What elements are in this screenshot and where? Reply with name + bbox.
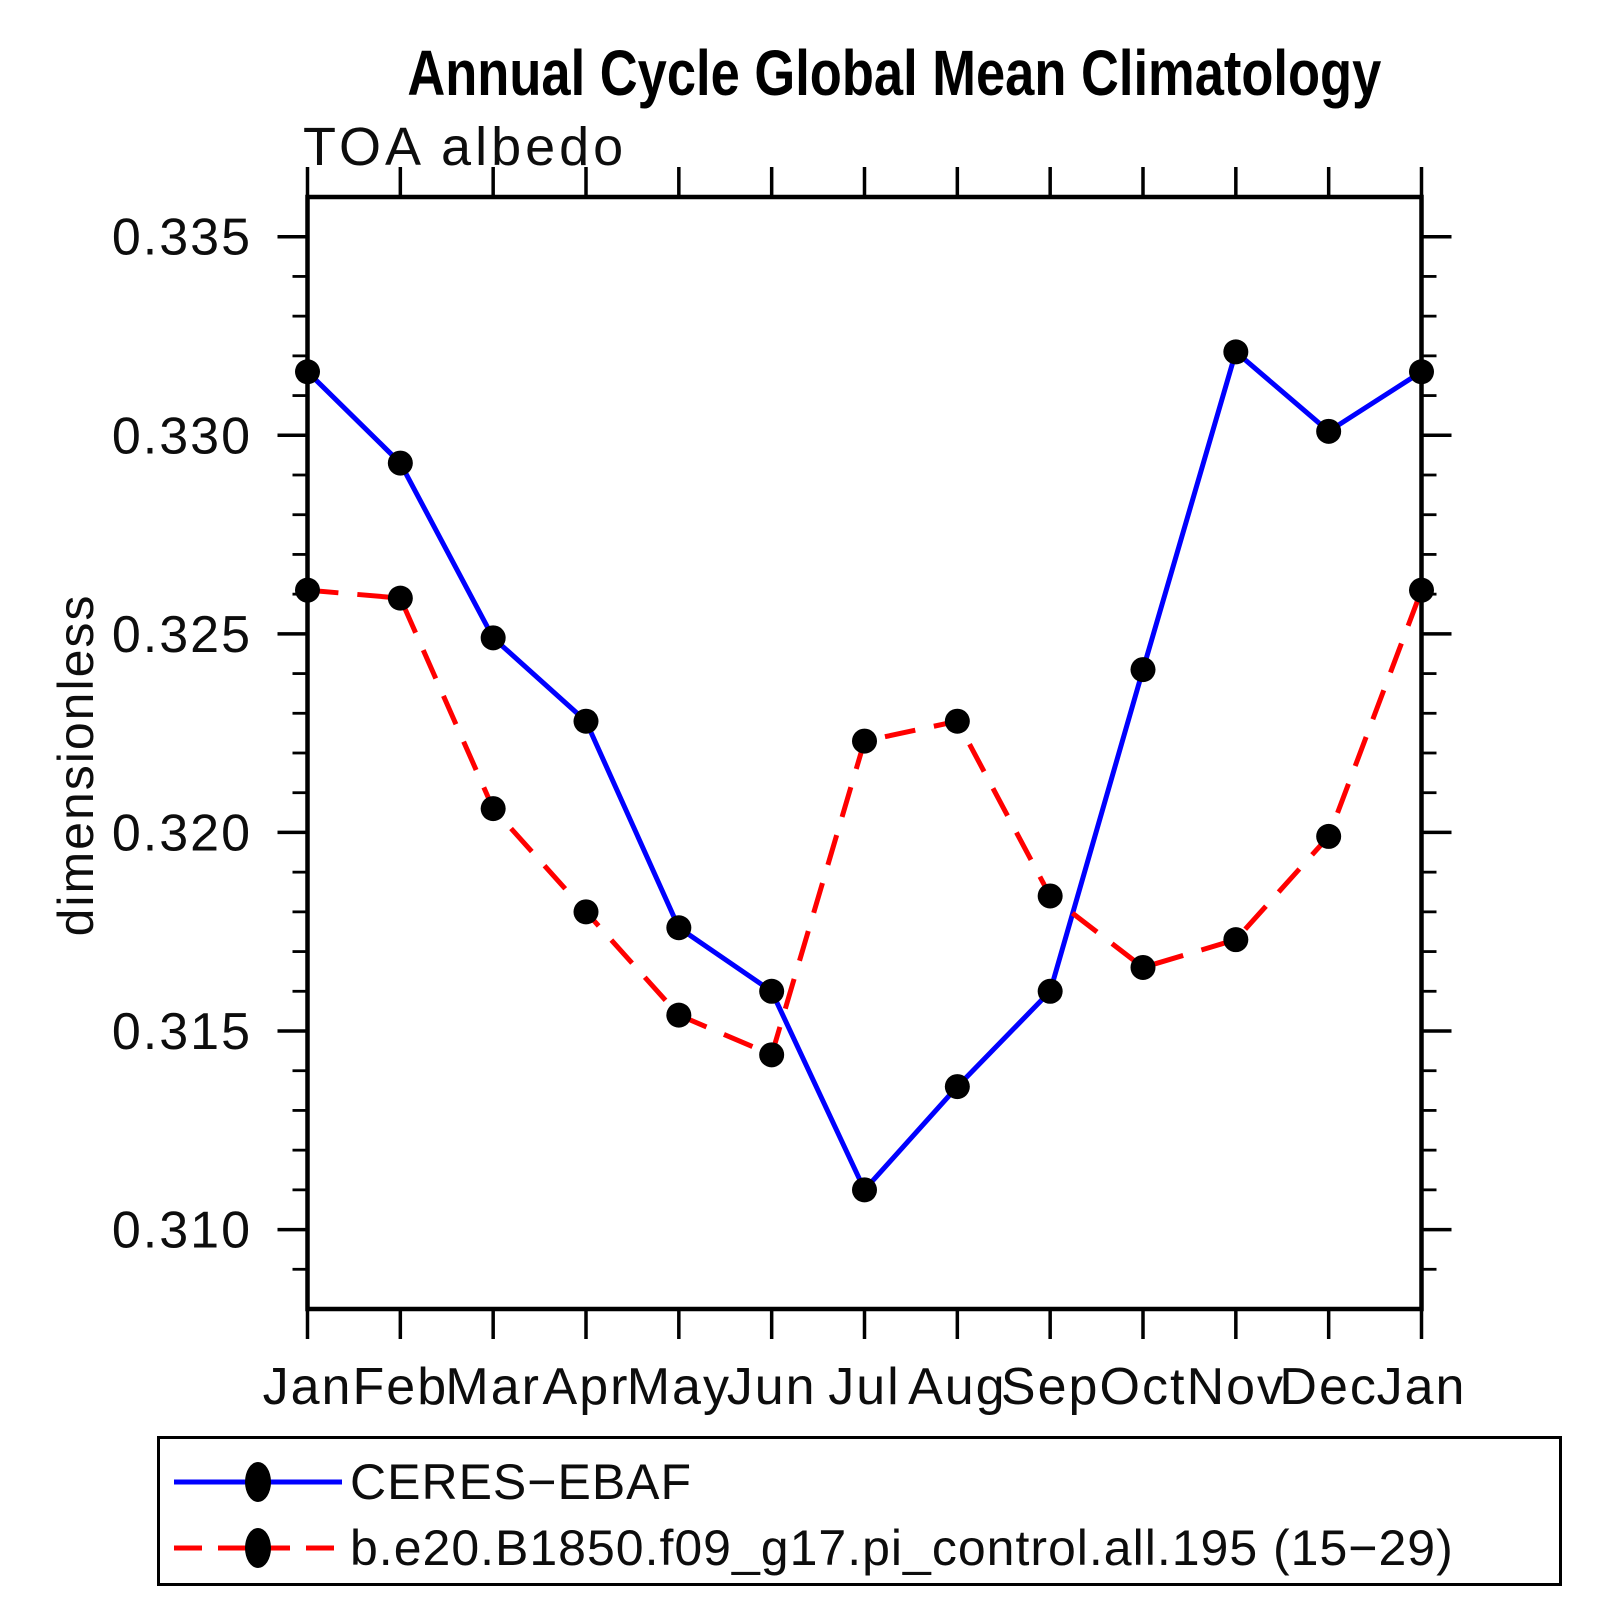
data-point-marker-s1	[944, 708, 970, 734]
data-point-marker-s0	[1316, 418, 1342, 444]
data-point-marker-s1	[1223, 927, 1249, 953]
x-tick-label: Sep	[1001, 1358, 1100, 1416]
x-tick-label: May	[627, 1358, 731, 1416]
data-point-marker-s0	[480, 625, 506, 651]
x-tick-label: Jan	[263, 1358, 353, 1416]
chart-subtitle: TOA albedo	[303, 117, 628, 177]
legend-line-sample-model	[174, 1528, 342, 1568]
data-point-marker-s1	[1037, 883, 1063, 909]
x-tick-label: Jul	[828, 1358, 900, 1416]
x-tick-label: Feb	[353, 1358, 449, 1416]
y-tick-label: 0.335	[112, 209, 252, 267]
data-point-marker-s0	[1409, 359, 1434, 385]
data-point-marker-s1	[1409, 577, 1434, 603]
data-point-marker-s1	[480, 796, 506, 822]
data-point-marker-s1	[387, 585, 413, 611]
series-line-1	[307, 587, 1424, 1058]
y-tick-label: 0.310	[112, 1202, 252, 1260]
data-point-marker-s0	[944, 1074, 970, 1100]
data-point-marker-s1	[852, 728, 877, 754]
x-tick-label: Oct	[1100, 1358, 1187, 1416]
data-point-marker-s1	[1130, 954, 1156, 980]
legend-box: CERES−EBAF b.e20.B1850.f09_g17.pi_contro…	[157, 1436, 1562, 1586]
x-tick-label: Jan	[1377, 1358, 1467, 1416]
x-tick-label: Dec	[1279, 1358, 1377, 1416]
data-point-marker-s1	[666, 1002, 692, 1028]
legend-marker-icon	[245, 1462, 271, 1502]
series-line-0	[305, 349, 1423, 1193]
x-tick-label: Jun	[727, 1358, 817, 1416]
legend-marker-icon	[245, 1528, 271, 1568]
data-point-marker-s0	[573, 708, 599, 734]
data-point-marker-s0	[387, 450, 413, 476]
y-tick-label: 0.320	[112, 804, 252, 862]
chart-title: Annual Cycle Global Mean Climatology	[407, 37, 1382, 109]
data-point-marker-s1	[573, 899, 599, 925]
legend-label-model: b.e20.B1850.f09_g17.pi_control.all.195 (…	[350, 1520, 1454, 1576]
data-point-marker-s0	[852, 1177, 877, 1203]
y-tick-label: 0.315	[112, 1003, 252, 1061]
data-point-marker-s1	[295, 577, 320, 603]
data-point-marker-s0	[759, 978, 785, 1004]
x-tick-label: Nov	[1187, 1358, 1285, 1416]
y-tick-label: 0.330	[112, 407, 252, 465]
data-point-marker-s0	[295, 359, 320, 385]
legend-label-ceres: CERES−EBAF	[350, 1454, 693, 1510]
data-point-marker-s0	[1037, 978, 1063, 1004]
legend-line-sample-ceres	[174, 1462, 342, 1502]
data-point-marker-s0	[666, 915, 692, 941]
legend-item-ceres: CERES−EBAF	[172, 1452, 692, 1512]
x-tick-label: Mar	[445, 1358, 541, 1416]
legend-item-model: b.e20.B1850.f09_g17.pi_control.all.195 (…	[172, 1518, 1454, 1578]
x-tick-label: Aug	[908, 1358, 1007, 1416]
data-point-marker-s0	[1223, 339, 1249, 365]
data-point-marker-s0	[1130, 657, 1156, 683]
data-point-marker-s1	[1316, 823, 1342, 849]
x-tick-label: Apr	[543, 1358, 630, 1416]
y-tick-label: 0.325	[112, 606, 252, 664]
data-point-marker-s1	[759, 1042, 785, 1068]
